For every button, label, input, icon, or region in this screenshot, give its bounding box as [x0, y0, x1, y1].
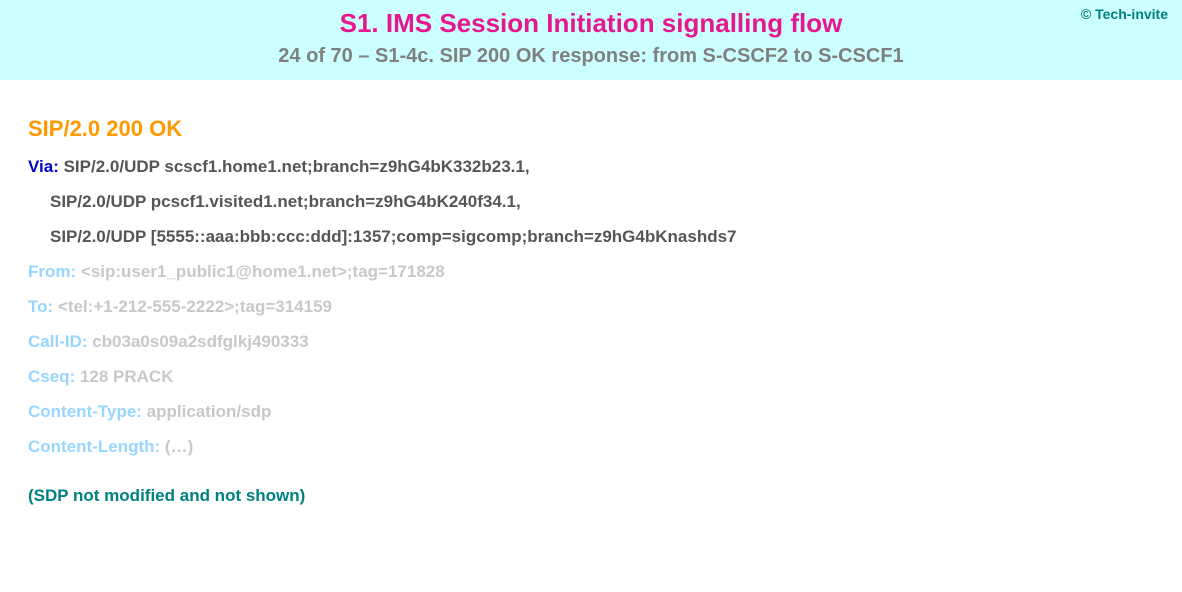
- sip-message-block: SIP/2.0 200 OK Via: SIP/2.0/UDP scscf1.h…: [0, 80, 1182, 526]
- cseq-value: 128 PRACK: [75, 367, 173, 386]
- via-value-3: SIP/2.0/UDP [5555::aaa:bbb:ccc:ddd]:1357…: [50, 227, 737, 246]
- sip-cseq-line: Cseq: 128 PRACK: [28, 366, 1154, 389]
- sip-via-line-1: Via: SIP/2.0/UDP scscf1.home1.net;branch…: [28, 156, 1154, 179]
- sip-content-type-line: Content-Type: application/sdp: [28, 401, 1154, 424]
- page-title: S1. IMS Session Initiation signalling fl…: [14, 8, 1168, 39]
- via-value-2: SIP/2.0/UDP pcscf1.visited1.net;branch=z…: [50, 192, 521, 211]
- to-value: <tel:+1-212-555-2222>;tag=314159: [53, 297, 332, 316]
- from-value: <sip:user1_public1@home1.net>;tag=171828: [76, 262, 445, 281]
- sip-content-length-line: Content-Length: (…): [28, 436, 1154, 459]
- sip-via-line-2: SIP/2.0/UDP pcscf1.visited1.net;branch=z…: [28, 191, 1154, 214]
- sip-status-line: SIP/2.0 200 OK: [28, 116, 1154, 142]
- via-header-label: Via:: [28, 157, 59, 176]
- page-subtitle: 24 of 70 – S1-4c. SIP 200 OK response: f…: [14, 45, 1168, 68]
- page-header: © Tech-invite S1. IMS Session Initiation…: [0, 0, 1182, 80]
- content-length-value: (…): [160, 437, 193, 456]
- from-header-label: From:: [28, 262, 76, 281]
- content-type-value: application/sdp: [142, 402, 271, 421]
- content-type-header-label: Content-Type:: [28, 402, 142, 421]
- sip-via-line-3: SIP/2.0/UDP [5555::aaa:bbb:ccc:ddd]:1357…: [28, 226, 1154, 249]
- sip-to-line: To: <tel:+1-212-555-2222>;tag=314159: [28, 296, 1154, 319]
- copyright-text: © Tech-invite: [1081, 6, 1168, 22]
- via-value-1: SIP/2.0/UDP scscf1.home1.net;branch=z9hG…: [59, 157, 530, 176]
- to-header-label: To:: [28, 297, 53, 316]
- sdp-note: (SDP not modified and not shown): [28, 486, 1154, 506]
- callid-value: cb03a0s09a2sdfglkj490333: [88, 332, 309, 351]
- callid-header-label: Call-ID:: [28, 332, 88, 351]
- cseq-header-label: Cseq:: [28, 367, 75, 386]
- sip-from-line: From: <sip:user1_public1@home1.net>;tag=…: [28, 261, 1154, 284]
- content-length-header-label: Content-Length:: [28, 437, 160, 456]
- sip-callid-line: Call-ID: cb03a0s09a2sdfglkj490333: [28, 331, 1154, 354]
